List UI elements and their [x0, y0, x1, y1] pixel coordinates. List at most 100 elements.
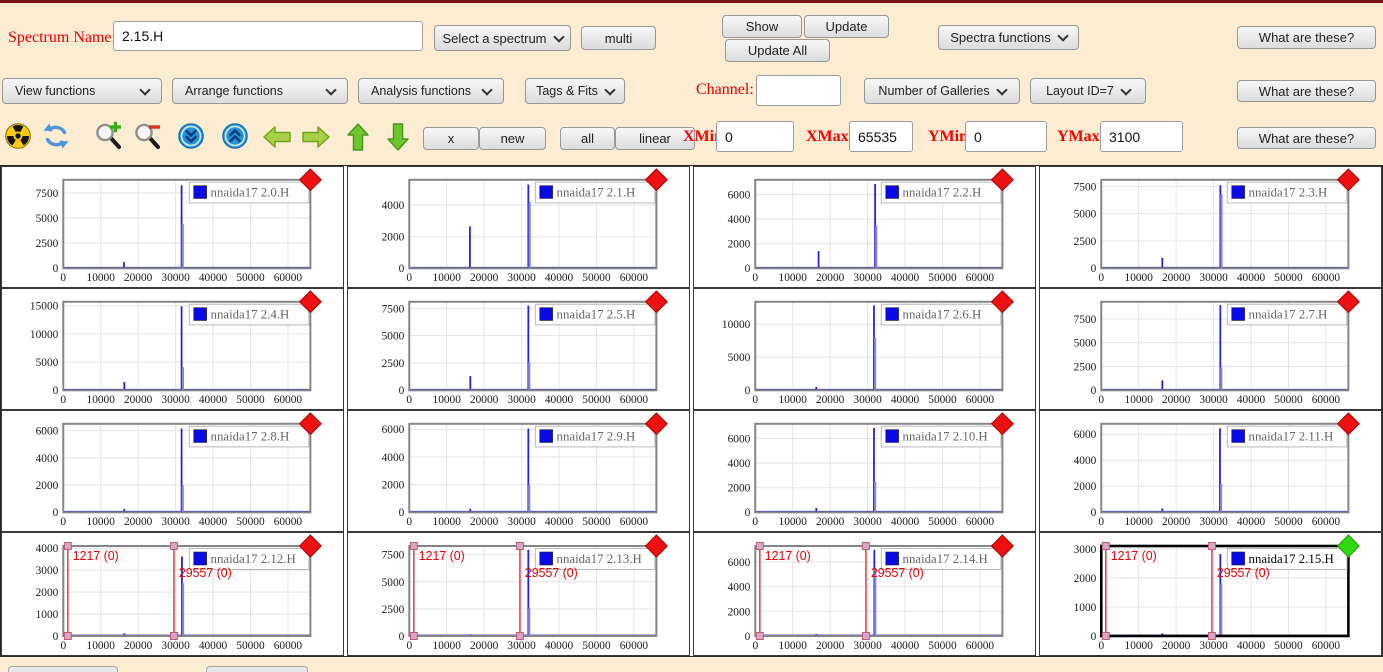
- x-tick-label: 50000: [928, 640, 957, 652]
- marker[interactable]: 1217 (0): [756, 543, 810, 640]
- x-tick-label: 0: [1098, 516, 1104, 528]
- x-tick-label: 40000: [545, 516, 574, 528]
- y-tick-label: 2500: [1074, 236, 1097, 248]
- x-tick-label: 10000: [87, 640, 116, 652]
- right-arrow-icon[interactable]: [301, 124, 329, 152]
- spectrum-cell-2.5.H[interactable]: 0250050007500010000200003000040000500006…: [347, 288, 690, 410]
- new-button[interactable]: new: [479, 127, 546, 150]
- spectra-functions-dropdown[interactable]: Spectra functions: [938, 25, 1079, 50]
- spectrum-cell-2.4.H[interactable]: 0500010000150000100002000030000400005000…: [1, 288, 344, 410]
- marker-handle-top[interactable]: [1208, 543, 1215, 550]
- y-tick-label: 0: [745, 263, 751, 275]
- x-button[interactable]: x: [423, 127, 479, 150]
- marker-handle-bottom[interactable]: [1102, 633, 1109, 640]
- tags-fits-dropdown[interactable]: Tags & Fits: [525, 78, 625, 104]
- x-tick-label: 20000: [1162, 640, 1191, 652]
- radiation-icon[interactable]: [4, 122, 32, 150]
- marker-handle-top[interactable]: [516, 543, 523, 550]
- marker-handle-top[interactable]: [1102, 543, 1109, 550]
- y-tick-label: 2500: [382, 604, 405, 616]
- scroll-up-icon[interactable]: [221, 122, 249, 150]
- spectrum-cell-2.9.H[interactable]: 0200040006000010000200003000040000500006…: [347, 410, 690, 532]
- ymin-input[interactable]: [965, 121, 1047, 152]
- x-tick-label: 10000: [779, 516, 808, 528]
- spectrum-cell-2.6.H[interactable]: 0500010000010000200003000040000500006000…: [693, 288, 1036, 410]
- y-tick-label: 0: [53, 385, 59, 397]
- marker-handle-top[interactable]: [862, 543, 869, 550]
- multi-button[interactable]: multi: [581, 26, 656, 50]
- zoom-out-icon[interactable]: [133, 121, 161, 149]
- x-tick-label: 10000: [779, 272, 808, 284]
- y-tick-label: 0: [399, 263, 405, 275]
- y-tick-label: 7500: [1074, 181, 1097, 193]
- partial-button-left[interactable]: [8, 666, 118, 672]
- marker-handle-bottom[interactable]: [64, 633, 71, 640]
- up-arrow-icon[interactable]: [345, 122, 373, 150]
- what-are-these-button-row2[interactable]: What are these?: [1237, 80, 1376, 102]
- y-tick-label: 6000: [728, 433, 751, 445]
- y-tick-label: 2500: [382, 358, 405, 370]
- y-tick-label: 10000: [30, 329, 59, 341]
- marker[interactable]: 1217 (0): [64, 543, 118, 640]
- spectrum-cell-2.12.H[interactable]: 0100020003000400001000020000300004000050…: [1, 532, 344, 656]
- xmax-input[interactable]: [849, 121, 913, 152]
- marker-handle-bottom[interactable]: [756, 633, 763, 640]
- marker[interactable]: 1217 (0): [410, 543, 464, 640]
- show-button[interactable]: Show: [722, 15, 802, 38]
- marker-handle-top[interactable]: [64, 543, 71, 550]
- refresh-icon[interactable]: [42, 122, 70, 150]
- all-button[interactable]: all: [560, 127, 615, 150]
- spectrum-cell-2.10.H[interactable]: 0200040006000010000200003000040000500006…: [693, 410, 1036, 532]
- arrange-functions-dropdown[interactable]: Arrange functions: [172, 78, 348, 104]
- x-tick-label: 0: [406, 272, 412, 284]
- spectrum-cell-2.15.H[interactable]: 0100020003000010000200003000040000500006…: [1039, 532, 1382, 656]
- y-tick-label: 2000: [36, 587, 59, 599]
- marker-handle-bottom[interactable]: [516, 633, 523, 640]
- legend-label: nnaida17 2.0.H: [211, 186, 290, 200]
- number-of-galleries-dropdown[interactable]: Number of Galleries: [864, 78, 1020, 104]
- x-tick-label: 10000: [779, 640, 808, 652]
- spectrum-cell-2.13.H[interactable]: 0250050007500010000200003000040000500006…: [347, 532, 690, 656]
- what-are-these-button-row3[interactable]: What are these?: [1237, 127, 1376, 149]
- marker-handle-top[interactable]: [170, 543, 177, 550]
- spectrum-cell-2.8.H[interactable]: 0200040006000010000200003000040000500006…: [1, 410, 344, 532]
- spectrum-cell-2.14.H[interactable]: 0200040006000010000200003000040000500006…: [693, 532, 1036, 656]
- spectrum-cell-2.3.H[interactable]: 0250050007500010000200003000040000500006…: [1039, 166, 1382, 288]
- view-functions-dropdown[interactable]: View functions: [2, 78, 162, 104]
- update-all-button[interactable]: Update All: [725, 39, 830, 62]
- spectrum-cell-2.7.H[interactable]: 0250050007500010000200003000040000500006…: [1039, 288, 1382, 410]
- what-are-these-button-row1[interactable]: What are these?: [1237, 26, 1376, 49]
- x-tick-label: 10000: [1125, 640, 1154, 652]
- channel-input[interactable]: [756, 75, 841, 106]
- spectrum-cell-2.11.H[interactable]: 0200040006000010000200003000040000500006…: [1039, 410, 1382, 532]
- marker-handle-bottom[interactable]: [1208, 633, 1215, 640]
- x-tick-label: 20000: [816, 272, 845, 284]
- down-arrow-icon[interactable]: [385, 122, 413, 150]
- zoom-in-icon[interactable]: [94, 121, 122, 149]
- x-tick-label: 20000: [124, 640, 153, 652]
- select-spectrum-dropdown[interactable]: Select a spectrum: [434, 25, 571, 51]
- marker-handle-bottom[interactable]: [862, 633, 869, 640]
- legend: nnaida17 2.6.H: [881, 304, 1001, 325]
- update-button[interactable]: Update: [804, 15, 889, 38]
- partial-button-right[interactable]: [206, 666, 308, 672]
- marker-handle-top[interactable]: [756, 543, 763, 550]
- spectrum-cell-2.1.H[interactable]: 0200040000100002000030000400005000060000…: [347, 166, 690, 288]
- spectrum-name-input[interactable]: [113, 21, 423, 51]
- legend: nnaida17 2.3.H: [1227, 182, 1347, 203]
- spectrum-cell-2.2.H[interactable]: 0200040006000010000200003000040000500006…: [693, 166, 1036, 288]
- layout-id-dropdown[interactable]: Layout ID=7: [1030, 78, 1146, 104]
- channel-label: Channel:: [696, 81, 754, 99]
- ymax-input[interactable]: [1100, 121, 1183, 152]
- marker-handle-bottom[interactable]: [170, 633, 177, 640]
- left-arrow-icon[interactable]: [262, 124, 290, 152]
- analysis-functions-dropdown[interactable]: Analysis functions: [358, 78, 504, 104]
- x-tick-label: 20000: [124, 394, 153, 406]
- marker[interactable]: 1217 (0): [1102, 543, 1156, 640]
- scroll-down-icon[interactable]: [177, 122, 205, 150]
- spectrum-cell-2.0.H[interactable]: 0250050007500010000200003000040000500006…: [1, 166, 344, 288]
- marker-handle-bottom[interactable]: [410, 633, 417, 640]
- xmin-input[interactable]: [716, 121, 794, 152]
- marker-handle-top[interactable]: [410, 543, 417, 550]
- legend: nnaida17 2.8.H: [189, 426, 309, 447]
